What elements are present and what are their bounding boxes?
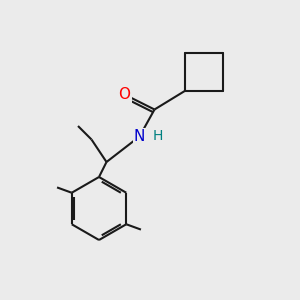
Text: H: H (153, 129, 163, 143)
Text: O: O (118, 87, 130, 102)
Text: N: N (134, 129, 145, 144)
